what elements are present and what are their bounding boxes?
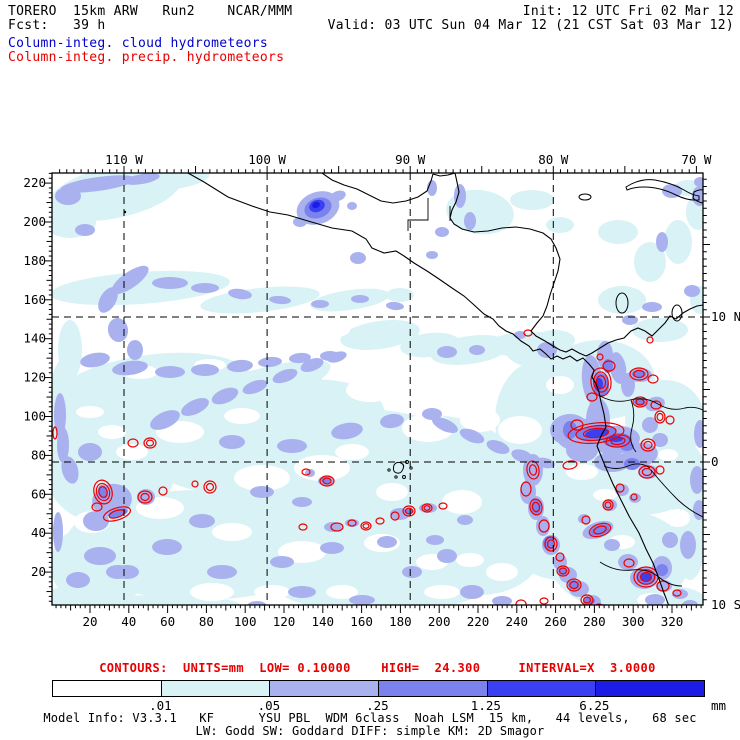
colorbar-segment bbox=[595, 681, 705, 696]
model-run-title: TORERO 15km ARW Run2 NCAR/MMM bbox=[8, 4, 293, 19]
y-axis-label: 200 bbox=[23, 214, 46, 229]
latitude-label: 10 N bbox=[711, 309, 740, 324]
x-axis-label: 100 bbox=[234, 614, 257, 629]
colorbar-segment bbox=[160, 681, 270, 696]
precip-field-legend-label: Column-integ. precip. hydrometeors bbox=[8, 50, 285, 65]
x-axis-label: 60 bbox=[160, 614, 175, 629]
border-line bbox=[603, 463, 651, 469]
precip-contours bbox=[52, 329, 682, 605]
x-axis-label: 240 bbox=[506, 614, 529, 629]
y-axis-label: 220 bbox=[23, 175, 46, 190]
border-line bbox=[650, 469, 703, 518]
border-line bbox=[599, 395, 703, 411]
longitude-label: 70 W bbox=[681, 152, 712, 167]
x-axis-label: 320 bbox=[661, 614, 684, 629]
contour-info-line: CONTOURS: UNITS=mm LOW= 0.10000 HIGH= 24… bbox=[99, 661, 656, 675]
colorbar-segment bbox=[378, 681, 487, 696]
init-time-label: Init: 12 UTC Fri 02 Mar 12 bbox=[522, 4, 734, 19]
y-axis-label: 20 bbox=[31, 564, 46, 579]
coastline bbox=[321, 173, 434, 204]
x-axis-label: 220 bbox=[467, 614, 490, 629]
colorbar bbox=[52, 680, 705, 697]
x-axis-label: 300 bbox=[622, 614, 645, 629]
y-axis-label: 180 bbox=[23, 253, 46, 268]
x-axis-label: 120 bbox=[273, 614, 296, 629]
latitude-label: 10 S bbox=[711, 597, 740, 612]
y-axis-label: 100 bbox=[23, 409, 46, 424]
island-outline bbox=[625, 179, 700, 201]
x-axis-label: 140 bbox=[312, 614, 335, 629]
x-axis-label: 160 bbox=[350, 614, 373, 629]
cloud-field-legend-label: Column-integ. cloud hydrometeors bbox=[8, 36, 269, 51]
y-axis-label: 40 bbox=[31, 525, 46, 540]
y-axis-label: 60 bbox=[31, 486, 46, 501]
coastline bbox=[432, 173, 456, 177]
colorbar-labels: .01 .05 .25 1.25 6.25 bbox=[52, 698, 732, 713]
border-line bbox=[599, 561, 683, 587]
colorbar-segment bbox=[486, 681, 596, 696]
colorbar-tick-label: .01 bbox=[149, 698, 172, 713]
x-axis-label: 180 bbox=[389, 614, 412, 629]
x-axis-label: 200 bbox=[428, 614, 451, 629]
y-axis-label: 160 bbox=[23, 292, 46, 307]
longitude-label: 100 W bbox=[248, 152, 286, 167]
longitude-label: 80 W bbox=[538, 152, 569, 167]
axis-ticks bbox=[44, 166, 710, 613]
lake-outline bbox=[671, 304, 683, 322]
colorbar-tick-label: .25 bbox=[366, 698, 389, 713]
x-axis-label: 20 bbox=[82, 614, 97, 629]
galapagos-outline bbox=[392, 461, 405, 474]
axis-labels: 20 40 60 80 100 120 140 160 180 200 220 240 260 280 30… bbox=[23, 152, 740, 629]
forecast-hour-label: Fcst: 39 h bbox=[8, 18, 106, 33]
longitude-label: 110 W bbox=[105, 152, 143, 167]
border-line bbox=[407, 198, 429, 231]
galapagos-islet bbox=[402, 475, 406, 479]
y-axis-label: 80 bbox=[31, 447, 46, 462]
colorbar-unit-label: mm bbox=[711, 698, 727, 713]
longitude-label: 90 W bbox=[395, 152, 426, 167]
x-axis-label: 260 bbox=[544, 614, 567, 629]
coastline bbox=[187, 173, 670, 605]
colorbar-tick-label: 1.25 bbox=[470, 698, 501, 713]
colorbar-segment bbox=[269, 681, 379, 696]
colorbar-tick-label: 6.25 bbox=[579, 698, 610, 713]
latitude-label: 0 bbox=[711, 454, 719, 469]
valid-time-label: Valid: 03 UTC Sun 04 Mar 12 (21 CST Sat … bbox=[327, 18, 734, 33]
model-info-line1: Model Info: V3.3.1 KF YSU PBL WDM 6class… bbox=[43, 711, 697, 725]
y-axis-label: 120 bbox=[23, 370, 46, 385]
coastlines bbox=[123, 173, 703, 605]
x-axis-label: 80 bbox=[199, 614, 214, 629]
y-axis-label: 140 bbox=[23, 331, 46, 346]
coastline bbox=[449, 173, 703, 357]
island-outline bbox=[692, 189, 703, 204]
lake-outline bbox=[615, 292, 629, 314]
x-axis-label: 280 bbox=[583, 614, 606, 629]
model-info-line2: LW: Godd SW: Goddard DIFF: simple KM: 2D… bbox=[195, 724, 545, 738]
colorbar-segment bbox=[53, 681, 161, 696]
lake-outline bbox=[578, 193, 592, 201]
hydrometeor-field bbox=[52, 173, 703, 605]
border-line bbox=[630, 399, 637, 453]
galapagos-islet bbox=[387, 468, 391, 472]
colorbar-tick-label: .05 bbox=[257, 698, 281, 713]
galapagos-islet bbox=[394, 475, 398, 479]
graticule bbox=[52, 173, 703, 605]
x-axis-label: 40 bbox=[121, 614, 136, 629]
